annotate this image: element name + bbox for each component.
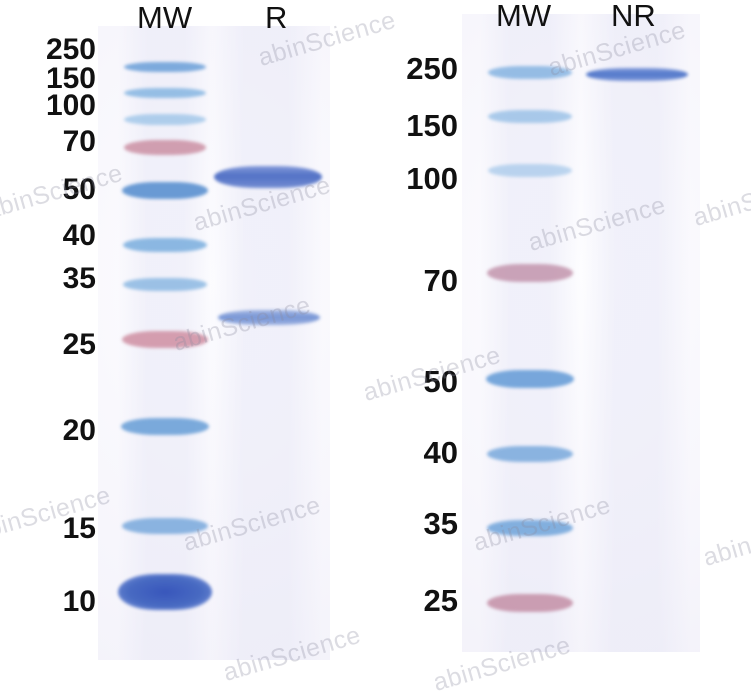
lane-title-r: R <box>265 0 288 35</box>
lane-shade-r <box>210 26 322 660</box>
ladder-band-150-left <box>124 88 206 98</box>
ladder-band-35-left <box>123 278 207 291</box>
mw-label-35-left: 35 <box>62 262 96 295</box>
mw-label-250-left: 250 <box>45 33 96 66</box>
mw-label-70-right: 70 <box>423 263 458 298</box>
mw-label-100-right: 100 <box>406 161 458 196</box>
gel-panel-left <box>98 26 330 660</box>
mw-label-150-right: 150 <box>406 108 458 143</box>
mw-label-40-right: 40 <box>423 435 458 470</box>
ladder-band-40-right <box>487 446 573 462</box>
mw-label-50-right: 50 <box>423 364 458 399</box>
ladder-band-50-right <box>486 370 574 388</box>
ladder-band-100-right <box>488 164 572 177</box>
ladder-band-40-left <box>123 238 207 252</box>
lane-title-mw-right: MW <box>496 0 552 33</box>
ladder-band-25-right <box>487 594 573 612</box>
mw-label-35-right: 35 <box>423 506 458 541</box>
gel-panel-right <box>462 14 700 652</box>
ladder-band-250-left <box>124 62 206 72</box>
watermark-text: abinScience <box>700 505 751 572</box>
sample-band-r-55 <box>214 166 322 188</box>
ladder-band-20-left <box>121 418 209 435</box>
ladder-band-50-left <box>122 182 208 199</box>
ladder-band-100-left <box>124 114 206 125</box>
ladder-band-250-right <box>488 66 572 79</box>
ladder-band-10-left <box>118 574 212 610</box>
mw-label-40-left: 40 <box>62 219 96 252</box>
mw-label-20-left: 20 <box>62 414 96 447</box>
mw-label-250-right: 250 <box>406 51 458 86</box>
ladder-band-15-left <box>122 518 208 534</box>
mw-label-70-left: 70 <box>62 125 96 158</box>
mw-label-15-left: 15 <box>62 512 96 545</box>
lane-title-mw-left: MW <box>137 0 193 35</box>
ladder-band-70-right <box>487 264 573 282</box>
sample-band-r-28 <box>218 310 320 325</box>
mw-label-50-left: 50 <box>62 173 96 206</box>
lane-title-nr: NR <box>611 0 656 33</box>
ladder-band-25-left <box>122 331 208 348</box>
mw-label-100-left: 100 <box>45 89 96 122</box>
mw-label-25-left: 25 <box>62 328 96 361</box>
ladder-band-35-right <box>487 520 573 536</box>
mw-label-25-right: 25 <box>423 583 458 618</box>
ladder-band-150-right <box>488 110 572 123</box>
sample-band-nr-250 <box>586 68 688 81</box>
ladder-band-70-left <box>124 140 206 155</box>
mw-label-150-left: 150 <box>45 62 96 95</box>
mw-label-10-left: 10 <box>62 585 96 618</box>
lane-shade-nr <box>582 14 690 652</box>
